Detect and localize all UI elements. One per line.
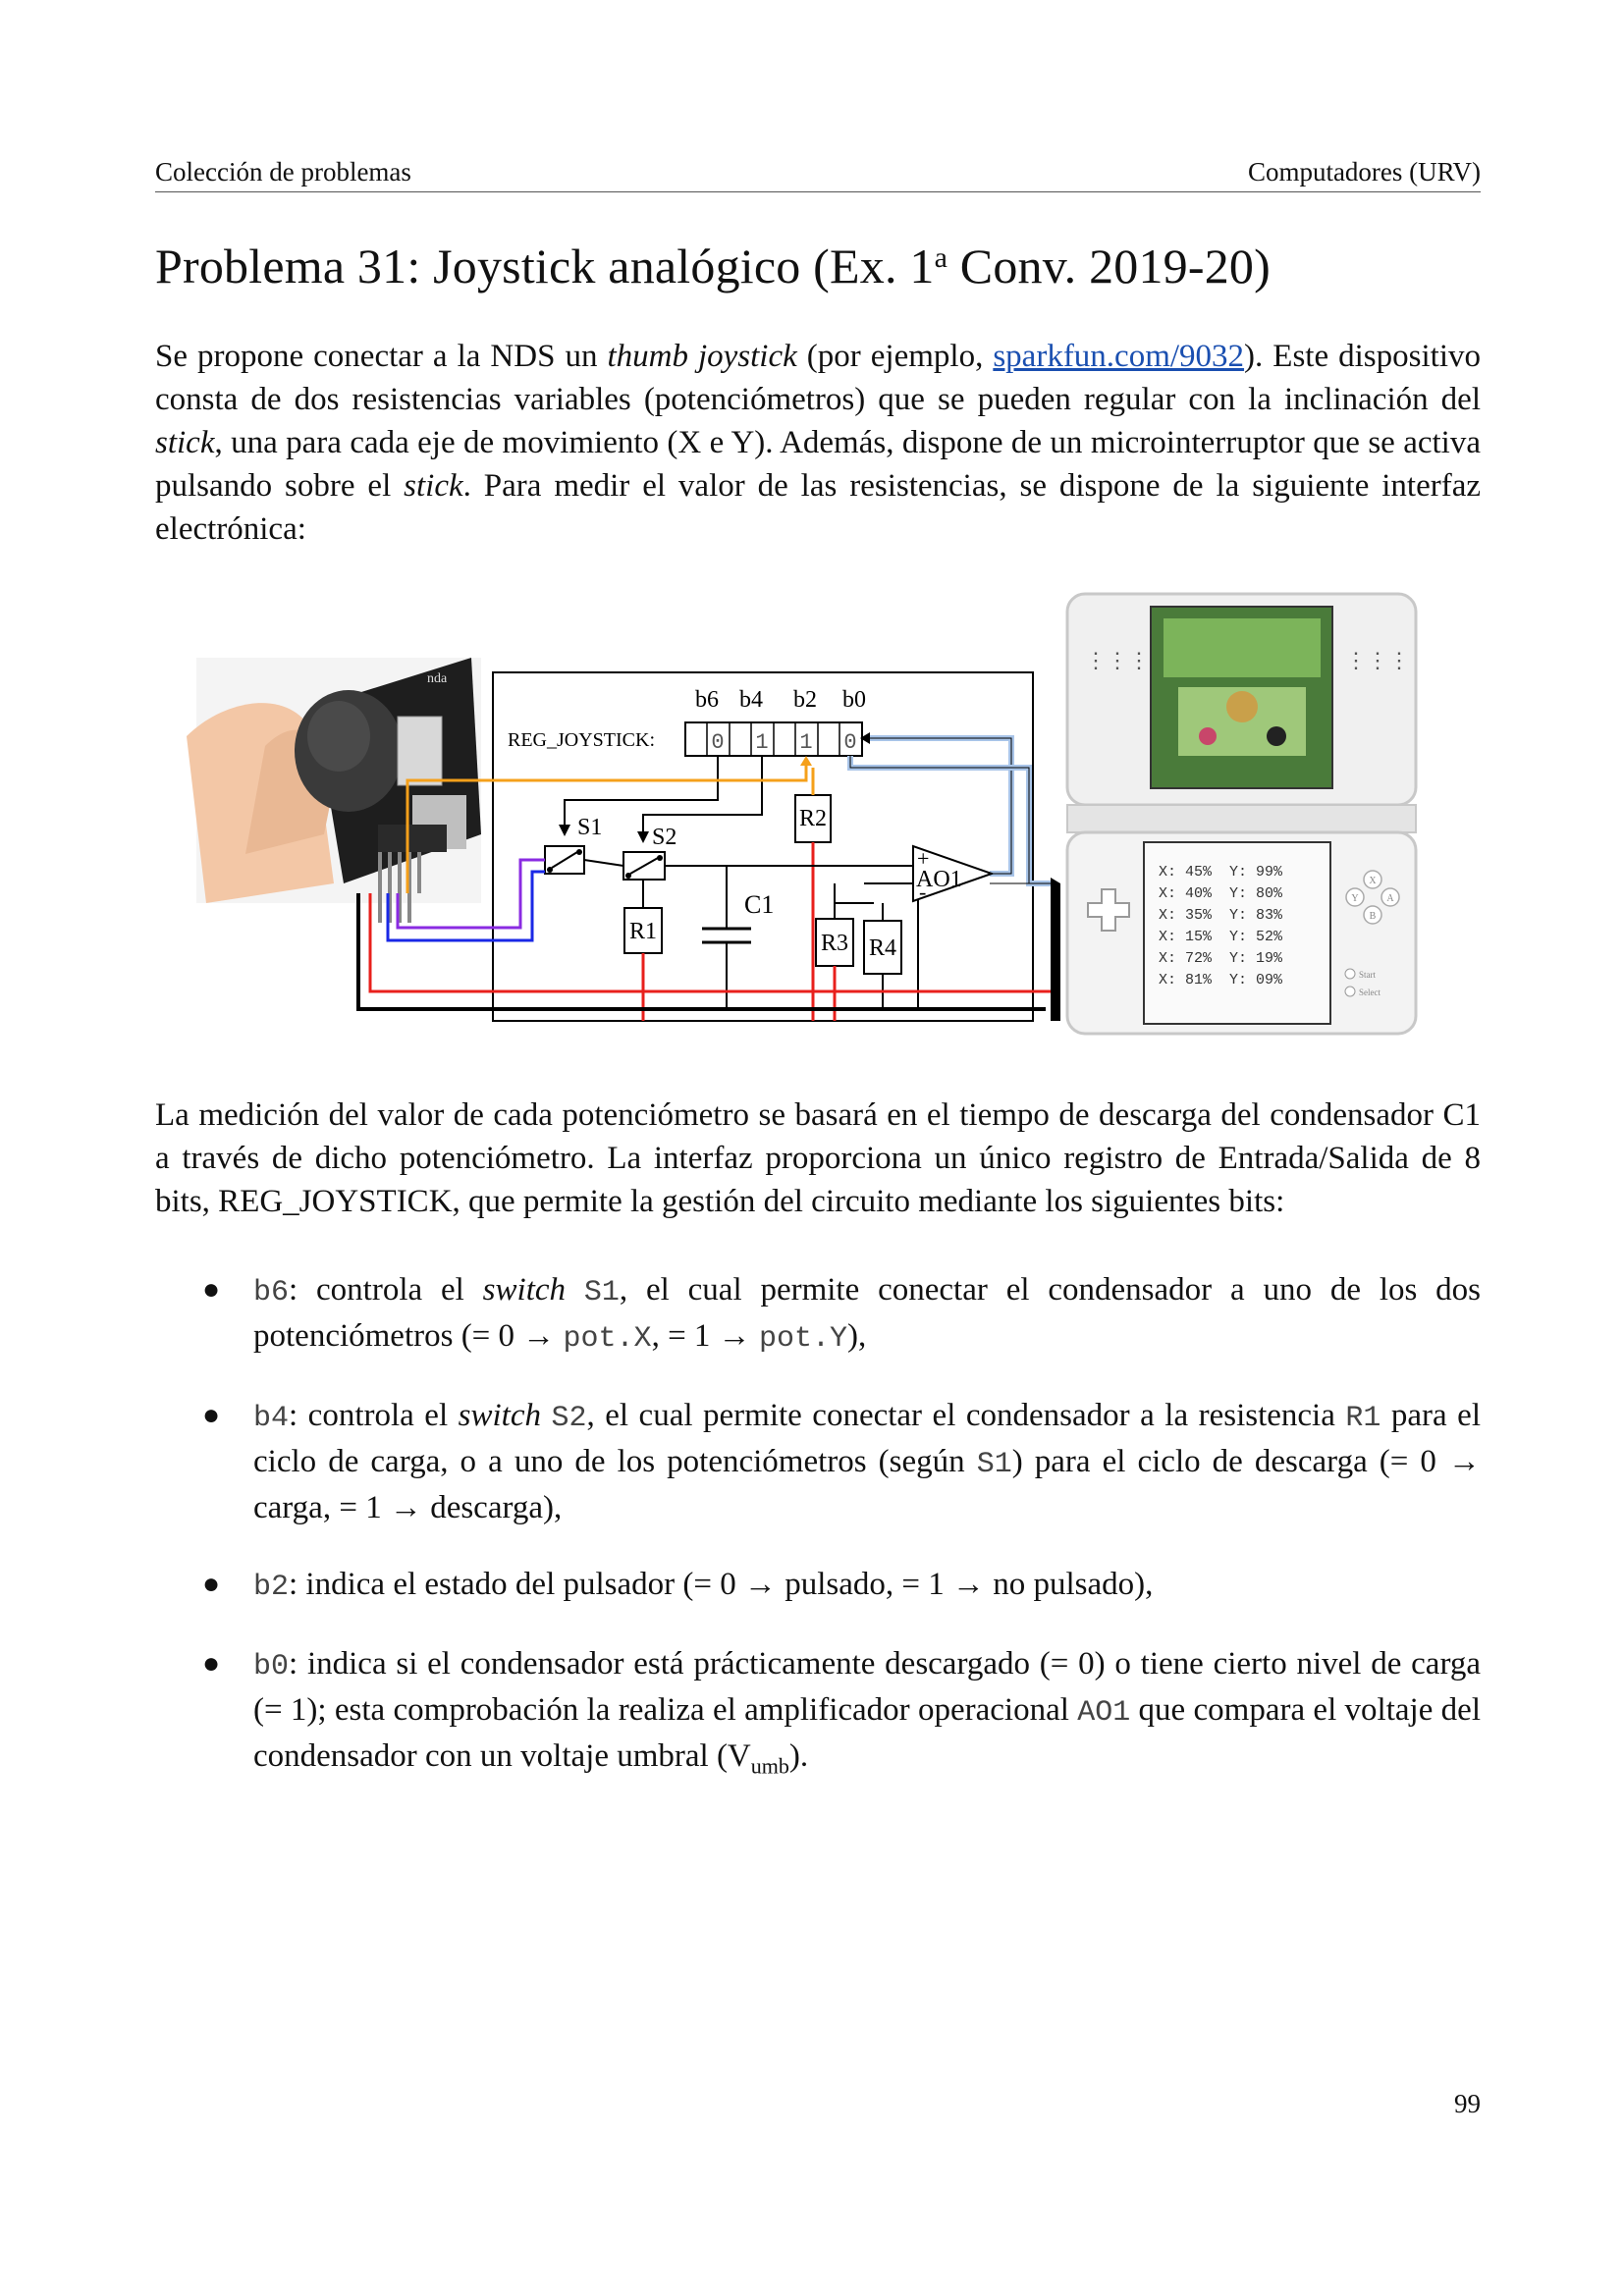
bit-label-b4: b4 bbox=[739, 687, 763, 713]
switch-s2-label: S2 bbox=[652, 825, 677, 850]
svg-text:Start: Start bbox=[1359, 970, 1376, 980]
svg-text:⋮⋮⋮: ⋮⋮⋮ bbox=[1085, 648, 1150, 672]
screen-line-2: X: 40% Y: 80% bbox=[1159, 885, 1283, 902]
problem-title: Problema 31: Joystick analógico (Ex. 1a … bbox=[155, 238, 1271, 294]
pot-x-wire bbox=[396, 858, 545, 930]
intro-text-4: , una para cada eje de movimiento (X e Y… bbox=[155, 425, 1481, 504]
intro-emphasis-1: thumb joystick bbox=[607, 339, 797, 374]
nintendo-ds: ⋮⋮⋮ ⋮⋮⋮ X: 45% Y: 99% X: 40% Y: 80% X: 3… bbox=[1065, 592, 1418, 1036]
screen-line-6: X: 81% Y: 09% bbox=[1159, 972, 1283, 988]
title-rest: Conv. 2019-20) bbox=[947, 239, 1271, 294]
list-item-b2: ● b2: indica el estado del pulsador (= 0 … bbox=[202, 1567, 1154, 1604]
switch-s2 bbox=[623, 851, 666, 881]
a-button-icon bbox=[1380, 887, 1400, 907]
sparkfun-link[interactable]: sparkfun.com/9032 bbox=[993, 339, 1245, 374]
joystick-photo: nda bbox=[187, 658, 481, 903]
intro-text-5: . Para medir el valor de las resistencia… bbox=[155, 468, 1481, 547]
svg-text:B: B bbox=[1370, 911, 1377, 922]
nds-connector bbox=[1051, 883, 1060, 1021]
title-superscript: a bbox=[934, 241, 948, 274]
screen-line-4: X: 15% Y: 52% bbox=[1159, 929, 1283, 945]
list-item-b6: ● b6: controla el switch S1, el cual perm… bbox=[202, 1272, 1482, 1356]
header-rule bbox=[155, 191, 1481, 192]
page-number: 99 bbox=[1454, 2089, 1481, 2118]
bit-label-b2: b2 bbox=[793, 687, 817, 713]
intro-emphasis-2: stick bbox=[155, 425, 215, 460]
resistor-r2 bbox=[794, 794, 832, 843]
op-amp-plus: + bbox=[917, 846, 929, 871]
register-cell-b2: 1 bbox=[799, 730, 812, 755]
resistor-r4 bbox=[863, 920, 902, 975]
bit-label-b6: b6 bbox=[695, 687, 719, 713]
dpad-icon bbox=[1087, 888, 1130, 932]
interface-box bbox=[492, 671, 1034, 1022]
switch-s1 bbox=[544, 845, 585, 875]
register-cell-b4: 1 bbox=[755, 730, 768, 755]
b4-control-line bbox=[642, 756, 763, 836]
x-button-icon bbox=[1363, 870, 1382, 889]
register-cells: 0 1 1 0 bbox=[684, 721, 863, 757]
op-amp-minus: - bbox=[919, 880, 926, 904]
svg-text:X: X bbox=[1369, 876, 1377, 886]
resistor-r1 bbox=[623, 907, 663, 954]
screen-line-3: X: 35% Y: 83% bbox=[1159, 907, 1283, 924]
intro-paragraph: Se propone conectar a la NDS un thumb jo… bbox=[155, 335, 1481, 551]
list-item-b4: ● b4: controla el switch S2, el cual perm… bbox=[202, 1398, 1481, 1525]
list-item-b0: ● b0: indica si el condensador está práct… bbox=[202, 1646, 1481, 1779]
start-button-icon bbox=[1344, 968, 1356, 980]
resistor-r2-label: R2 bbox=[799, 806, 827, 831]
screen-line-1: X: 45% Y: 99% bbox=[1159, 864, 1283, 881]
resistor-r4-label: R4 bbox=[869, 935, 896, 961]
svg-text:⋮⋮⋮: ⋮⋮⋮ bbox=[1345, 648, 1410, 672]
running-header-left: Colección de problemas bbox=[155, 157, 411, 187]
svg-text:A: A bbox=[1386, 893, 1394, 904]
svg-text:Y: Y bbox=[1351, 893, 1358, 904]
comparator-output-wire bbox=[868, 735, 1014, 877]
resistor-r3-label: R3 bbox=[821, 931, 848, 956]
bit-label-b0: b0 bbox=[842, 687, 866, 713]
intro-emphasis-3: stick bbox=[404, 468, 463, 504]
b-button-icon bbox=[1363, 905, 1382, 925]
b6-control-line bbox=[564, 756, 719, 829]
switch-s1-label: S1 bbox=[577, 815, 602, 840]
y-button-icon bbox=[1345, 887, 1365, 907]
intro-text-3: ). Este dispositivo consta de dos resist… bbox=[155, 339, 1481, 417]
intro-text-2: (por ejemplo, bbox=[796, 339, 994, 374]
svg-text:Select: Select bbox=[1359, 988, 1380, 997]
register-label: REG_JOYSTICK: bbox=[508, 729, 655, 751]
resistor-r1-label: R1 bbox=[629, 919, 657, 944]
title-main: Problema 31: Joystick analógico (Ex. 1 bbox=[155, 239, 935, 294]
intro-text-1: Se propone conectar a la NDS un bbox=[155, 339, 608, 374]
running-header-right: Computadores (URV) bbox=[1247, 157, 1481, 187]
module-print: nda bbox=[427, 671, 448, 686]
pot-y-wire bbox=[386, 870, 545, 942]
op-amp-label: AO1 bbox=[916, 867, 962, 892]
select-button-icon bbox=[1344, 986, 1356, 997]
nds-bottom-screen bbox=[1143, 841, 1331, 1025]
ground-rail bbox=[356, 893, 1046, 1011]
op-amp-ao1 bbox=[912, 844, 996, 903]
power-rail bbox=[368, 893, 1051, 993]
circuit-figure: nda b6 b4 b2 b0 REG_JOYSTICK: bbox=[187, 592, 1418, 1036]
bit-description-list: ● b6: controla el switch S1, el cual perm… bbox=[155, 1268, 1481, 1822]
pushbutton-wire bbox=[406, 762, 808, 893]
screen-line-5: X: 72% Y: 19% bbox=[1159, 950, 1283, 967]
register-cell-b0: 0 bbox=[843, 730, 856, 755]
capacitor-c1-label: C1 bbox=[744, 890, 774, 919]
register-cell-b6: 0 bbox=[711, 730, 724, 755]
measurement-paragraph: La medición del valor de cada potencióme… bbox=[155, 1097, 1481, 1219]
